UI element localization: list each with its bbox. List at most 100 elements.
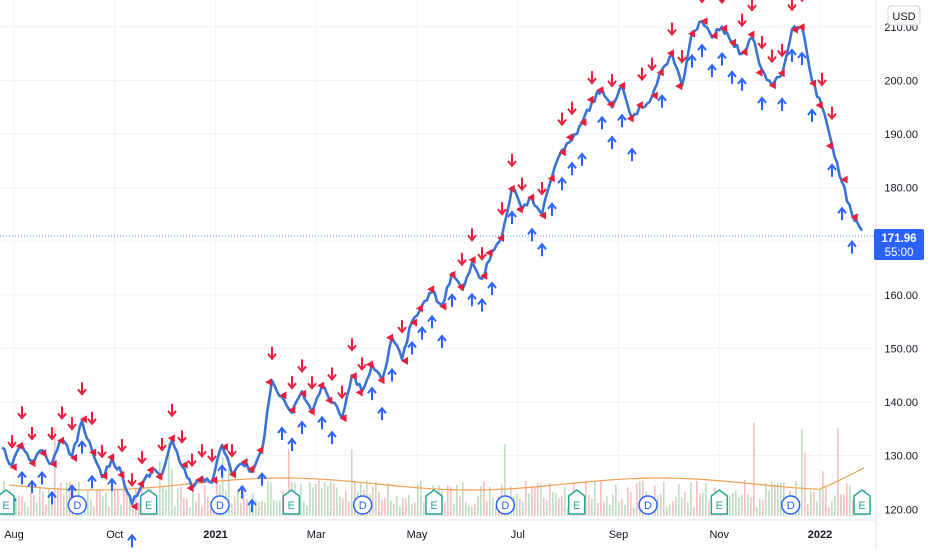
sell-signal-arrow — [227, 444, 237, 458]
volume-bar — [735, 490, 737, 516]
volume-bar — [453, 503, 455, 516]
event-badge-label: E — [145, 500, 152, 512]
volume-bar — [339, 496, 341, 516]
volume-bar — [90, 499, 92, 516]
volume-bar — [312, 487, 314, 516]
volume-bar — [525, 480, 527, 516]
earnings-event-badge[interactable]: E — [282, 489, 301, 515]
volume-bar — [273, 499, 275, 516]
dividend-event-badge[interactable]: D — [210, 495, 230, 515]
volume-bar — [612, 495, 614, 516]
event-badge-label: D — [216, 500, 224, 512]
volume-bar — [690, 482, 692, 516]
volume-bar — [54, 427, 56, 516]
earnings-event-badge[interactable]: E — [0, 489, 15, 515]
signal-flag — [729, 38, 737, 47]
price-tick-label: 180.00 — [884, 183, 918, 195]
signal-flag — [377, 376, 385, 385]
dividend-event-badge[interactable]: D — [638, 495, 658, 515]
dividend-event-badge[interactable]: D — [495, 495, 516, 515]
volume-bar — [747, 494, 749, 516]
volume-bar — [687, 502, 689, 516]
sell-signal-arrow — [397, 320, 407, 334]
sell-signal-arrow — [477, 247, 487, 261]
volume-bar — [42, 491, 44, 516]
sell-signal-arrow — [567, 101, 577, 116]
buy-signal-arrow — [437, 334, 447, 348]
currency-label[interactable]: USD — [887, 5, 921, 26]
volume-bar — [99, 490, 101, 516]
volume-bar — [732, 492, 734, 516]
volume-bar — [471, 506, 473, 516]
buy-signal-arrow — [417, 325, 427, 340]
price-tick-label: 190.00 — [884, 129, 918, 141]
signal-flag — [815, 101, 823, 110]
volume-bar — [255, 499, 257, 516]
volume-bar — [852, 500, 854, 516]
volume-bar — [450, 487, 452, 516]
volume-bar — [66, 482, 68, 516]
volume-bar — [750, 497, 752, 516]
signal-flag — [720, 24, 728, 33]
volume-bar — [810, 491, 812, 516]
signal-flag — [349, 372, 357, 381]
signal-flag — [167, 434, 175, 443]
volume-moving-average-line — [8, 467, 865, 491]
volume-bar — [540, 484, 542, 516]
volume-bar — [318, 480, 320, 516]
volume-bar — [393, 504, 395, 516]
dividend-event-badge[interactable]: D — [780, 495, 801, 515]
volume-bar — [474, 503, 476, 516]
earnings-event-badge[interactable]: E — [853, 489, 871, 515]
sell-signal-arrow — [177, 430, 187, 444]
sell-signal-arrow — [97, 444, 107, 459]
signal-flag — [117, 470, 125, 479]
buy-signal-arrow — [47, 490, 57, 505]
volume-bar — [261, 501, 263, 516]
dividend-event-badge[interactable]: D — [67, 495, 88, 515]
price-series-line[interactable] — [1, 20, 864, 506]
bar-countdown: 55:00 — [885, 247, 914, 259]
volume-bar — [408, 494, 410, 516]
volume-bar — [639, 481, 641, 516]
earnings-event-badge[interactable]: E — [425, 489, 443, 515]
volume-bar — [678, 483, 680, 516]
volume-bar — [381, 499, 383, 516]
dividend-event-badge[interactable]: D — [352, 495, 373, 515]
signal-flag — [558, 148, 566, 157]
volume-bar — [804, 452, 806, 516]
buy-signal-arrow — [737, 77, 747, 91]
signal-flag — [527, 193, 535, 202]
event-badge-label: E — [288, 500, 295, 512]
buy-signal-arrow — [427, 314, 437, 329]
volume-bar — [624, 504, 626, 516]
volume-bar — [459, 496, 461, 516]
signal-flag — [700, 17, 708, 26]
earnings-event-badge[interactable]: E — [567, 489, 586, 515]
buy-signal-arrow — [567, 161, 577, 176]
time-axis[interactable]: Aug Oct 2021 Mar May Jul Sep Nov 2022 — [4, 529, 832, 541]
earnings-event-badge[interactable]: E — [710, 489, 729, 515]
volume-bar — [558, 498, 560, 516]
volume-bar — [117, 490, 119, 516]
earnings-event-badge[interactable]: E — [139, 489, 158, 515]
signal-flag — [497, 233, 505, 242]
volume-bar — [813, 491, 815, 516]
sell-signal-arrow — [337, 385, 347, 400]
signal-flag — [49, 460, 57, 469]
volume-bar — [600, 481, 602, 516]
buy-signal-arrow — [697, 43, 707, 58]
signal-flag — [317, 381, 325, 390]
buy-signal-arrow — [617, 113, 627, 128]
price-tick-label: 150.00 — [884, 343, 918, 355]
volume-bar — [420, 480, 422, 516]
signal-flag — [688, 29, 696, 38]
volume-bar — [210, 506, 212, 516]
volume-bar — [417, 484, 419, 516]
signal-flag — [89, 448, 97, 457]
signal-flag — [107, 453, 115, 462]
volume-bars — [3, 422, 866, 516]
